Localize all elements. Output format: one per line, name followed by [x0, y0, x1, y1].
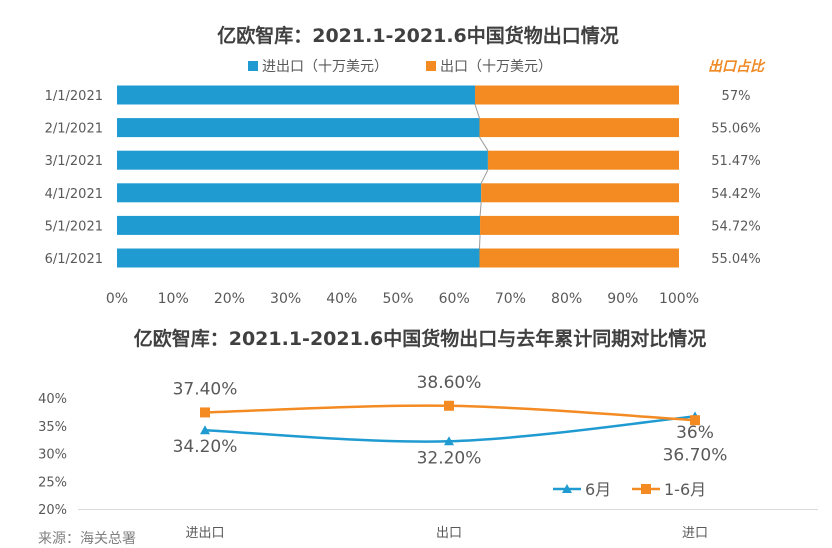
export-ratio-header: 出口占比 — [708, 58, 766, 75]
x-tick-label: 30% — [270, 291, 301, 307]
category-label: 1/1/2021 — [45, 89, 103, 104]
series-connector-line — [479, 202, 482, 216]
export-ratio-label: 55.04% — [711, 252, 761, 267]
bar-segment-import-export — [117, 85, 475, 105]
category-label: 2/1/2021 — [45, 122, 103, 137]
legend-swatch-1 — [248, 61, 258, 71]
bar-segment-import-export — [117, 248, 480, 268]
y-tick-label: 30% — [38, 448, 67, 463]
series-connector-line — [474, 104, 480, 119]
legend-label: 1-6月 — [664, 480, 706, 499]
line-chart-title: 亿欧智库：2021.1-2021.6中国货物出口与去年累计同期对比情况 — [134, 327, 707, 350]
series-marker-square — [200, 407, 210, 418]
x-tick-label: 100% — [659, 291, 699, 307]
export-ratio-label: 57% — [722, 89, 751, 104]
bar-segment-import-export — [117, 183, 482, 203]
x-tick-label: 50% — [382, 291, 413, 307]
y-tick-label: 40% — [38, 392, 67, 407]
legend-label-2: 出口（十万美元） — [440, 59, 552, 75]
export-ratio-label: 54.72% — [711, 219, 761, 234]
y-tick-label: 20% — [38, 503, 67, 518]
bar-segment-export — [481, 183, 679, 203]
legend-marker-triangle — [562, 484, 572, 493]
series-connector-line — [479, 136, 489, 151]
x-tick-label: 20% — [214, 291, 245, 307]
x-category-label: 进出口 — [185, 526, 224, 541]
line-chart-y-axis: 20% 25% 30% 35% 40% 进出口 出口 进口 — [38, 392, 818, 541]
x-tick-label: 10% — [158, 291, 189, 307]
category-label: 6/1/2021 — [45, 252, 103, 267]
line-chart-plot: 34.20% 32.20% 36.70% 37.40% 38.60% 36% — [173, 373, 728, 469]
series-marker-square — [444, 400, 454, 411]
line-chart-legend: 6月 1-6月 — [553, 480, 706, 499]
legend-swatch-2 — [426, 61, 436, 71]
category-label: 3/1/2021 — [45, 154, 103, 169]
data-label: 36% — [676, 423, 714, 443]
bar-chart-legend: 进出口（十万美元） 出口（十万美元） — [248, 59, 552, 75]
x-tick-label: 0% — [106, 291, 128, 307]
export-ratio-label: 55.06% — [711, 122, 761, 137]
category-label: 5/1/2021 — [45, 219, 103, 234]
x-tick-label: 80% — [551, 291, 582, 307]
x-category-label: 进口 — [682, 526, 708, 541]
legend-marker-square — [641, 484, 651, 494]
data-label: 38.60% — [417, 373, 482, 393]
data-label: 36.70% — [663, 445, 728, 465]
bar-chart-x-axis: 0% 10% 20% 30% 40% 50% 60% 70% 80% 90% 100% — [106, 291, 699, 307]
bar-segment-export — [479, 118, 679, 138]
data-label: 32.20% — [417, 448, 482, 468]
bar-chart-title: 亿欧智库：2021.1-2021.6中国货物出口情况 — [217, 24, 619, 47]
x-tick-label: 40% — [326, 291, 357, 307]
data-label: 34.20% — [173, 437, 238, 457]
x-category-label: 出口 — [436, 526, 462, 541]
legend-label-1: 进出口（十万美元） — [262, 59, 388, 75]
export-ratio-label: 54.42% — [711, 187, 761, 202]
bar-segment-export — [474, 85, 679, 105]
series-marker-square — [690, 415, 700, 426]
x-tick-label: 60% — [439, 291, 470, 307]
source-note: 来源：海关总署 — [38, 531, 136, 547]
series-connector-line — [480, 169, 489, 184]
series-line-1 — [204, 415, 696, 443]
bar-chart-plot: 1/1/2021 57% 2/1/2021 55.06% 3/1/2021 51.47% 4… — [45, 85, 761, 268]
bar-segment-export — [480, 215, 679, 235]
y-tick-label: 35% — [38, 420, 67, 435]
bar-segment-export — [479, 248, 679, 268]
bar-segment-export — [487, 150, 679, 170]
category-label: 4/1/2021 — [45, 187, 103, 202]
bar-segment-import-export — [117, 150, 488, 170]
data-label: 37.40% — [173, 379, 238, 399]
x-tick-label: 70% — [495, 291, 526, 307]
series-connector-line — [478, 234, 481, 249]
series-marker-triangle — [444, 436, 454, 446]
export-ratio-label: 51.47% — [711, 154, 761, 169]
legend-label: 6月 — [585, 480, 611, 499]
x-tick-label: 90% — [607, 291, 638, 307]
bar-segment-import-export — [117, 215, 481, 235]
series-marker-triangle — [200, 425, 210, 435]
y-tick-label: 25% — [38, 475, 67, 490]
bar-segment-import-export — [117, 118, 480, 138]
